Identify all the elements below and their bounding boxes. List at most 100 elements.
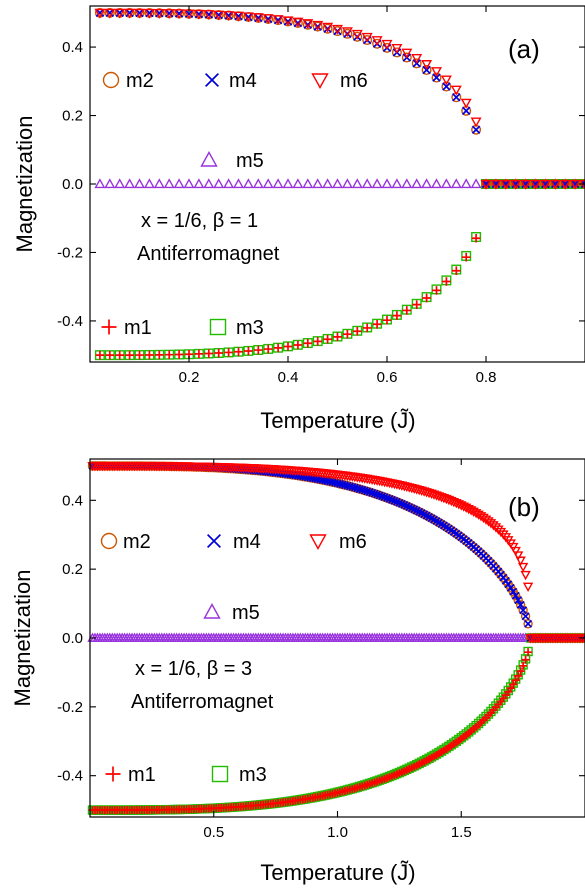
legend-b-m3-marker: [211, 765, 229, 783]
point-m1: [105, 350, 115, 360]
point-m2: [401, 52, 412, 63]
point-m4: [511, 179, 520, 189]
point-m1: [125, 350, 134, 360]
point-m6: [510, 546, 521, 557]
y-tick-label: -0.2: [57, 699, 83, 716]
series-m2: [94, 7, 585, 189]
point-m2: [352, 31, 363, 42]
point-m6: [322, 22, 334, 33]
point-m5: [242, 178, 254, 189]
point-m6: [512, 551, 524, 561]
point-m4: [135, 8, 144, 18]
legend-marker-m3: [211, 765, 229, 783]
point-m6: [549, 179, 561, 190]
point-m1: [372, 319, 382, 329]
panel-b-series: [87, 461, 585, 815]
point-m6: [262, 14, 274, 24]
point-m6: [252, 13, 264, 24]
point-m4: [244, 12, 253, 22]
legend-a-m1-marker: [101, 319, 117, 335]
point-m1: [313, 337, 322, 346]
point-m2: [491, 563, 501, 574]
point-m6: [440, 75, 452, 86]
point-m2: [362, 35, 373, 46]
legend-a-m2-marker: [102, 71, 120, 89]
point-m2: [421, 64, 432, 75]
point-m6: [213, 10, 225, 21]
legend-marker-m4: [207, 534, 221, 548]
legend-a-m3-label: m3: [236, 317, 264, 339]
point-m4: [471, 125, 481, 135]
point-m5: [183, 178, 195, 189]
legend-b-m1-marker: [105, 766, 121, 782]
point-m5: [124, 178, 136, 189]
panel-a-x-axis-label: Temperature (J̃): [260, 408, 415, 433]
point-m6: [203, 10, 215, 21]
point-m4: [174, 9, 184, 18]
point-m1: [204, 349, 214, 358]
panel-a-annotation-type: Antiferromagnet: [137, 243, 280, 265]
point-m4: [105, 8, 115, 18]
panel-b-legend: m2 m4 m6 m5 m1 m3: [100, 531, 367, 786]
legend-b-m3-label: m3: [239, 764, 267, 786]
point-m6: [124, 8, 136, 19]
y-tick-label: 0.4: [62, 492, 83, 509]
point-m4: [145, 8, 154, 18]
panel-b-label: (b): [508, 492, 540, 522]
y-tick-label: 0.0: [62, 630, 83, 647]
point-m6: [488, 521, 499, 531]
point-m1: [392, 311, 402, 320]
legend-b-m2-marker: [100, 532, 118, 550]
series-m4: [88, 461, 585, 643]
point-m6: [223, 11, 235, 21]
point-m4: [125, 8, 134, 18]
point-m1: [471, 233, 481, 243]
point-m6: [153, 8, 165, 19]
legend-a-m2-label: m2: [126, 70, 154, 92]
point-m1: [263, 344, 273, 354]
point-m1: [214, 348, 223, 358]
point-m6: [421, 60, 433, 70]
point-m1: [254, 345, 263, 355]
legend-a-m6-label: m6: [340, 70, 368, 92]
point-m1: [135, 350, 144, 360]
point-m1: [432, 286, 441, 295]
point-m6: [163, 9, 175, 19]
point-m6: [312, 20, 324, 31]
point-m4: [155, 8, 164, 18]
point-m6: [460, 98, 472, 109]
point-m5: [213, 178, 225, 189]
point-m6: [411, 53, 423, 64]
legend-b-m6-label: m6: [339, 531, 367, 553]
point-m4: [519, 606, 528, 615]
point-m1: [343, 329, 352, 339]
legend-a-m6-marker: [311, 73, 329, 89]
point-m6: [569, 179, 581, 190]
point-m6: [490, 523, 502, 533]
point-m2: [322, 23, 333, 34]
point-m5: [292, 178, 304, 189]
point-m6: [332, 24, 343, 35]
x-tick-label: 0.2: [179, 369, 200, 386]
point-m4: [524, 619, 533, 628]
point-m6: [539, 179, 551, 190]
point-m4: [442, 82, 451, 91]
point-m1: [155, 350, 164, 360]
point-m4: [521, 179, 530, 189]
point-m1: [303, 338, 313, 348]
point-m6: [351, 29, 363, 40]
point-m6: [515, 556, 526, 566]
y-tick-label: -0.4: [57, 313, 83, 330]
point-m6: [114, 8, 126, 19]
point-m4: [204, 10, 214, 19]
point-m4: [516, 600, 525, 609]
point-m5: [104, 178, 116, 189]
point-m6: [242, 12, 254, 23]
point-m1: [283, 342, 293, 351]
point-m6: [302, 19, 314, 30]
point-m6: [520, 179, 532, 190]
series-m2: [87, 461, 585, 643]
point-m1: [422, 293, 431, 303]
panel-b-annotation-type: Antiferromagnet: [131, 691, 274, 713]
point-m5: [252, 178, 264, 189]
